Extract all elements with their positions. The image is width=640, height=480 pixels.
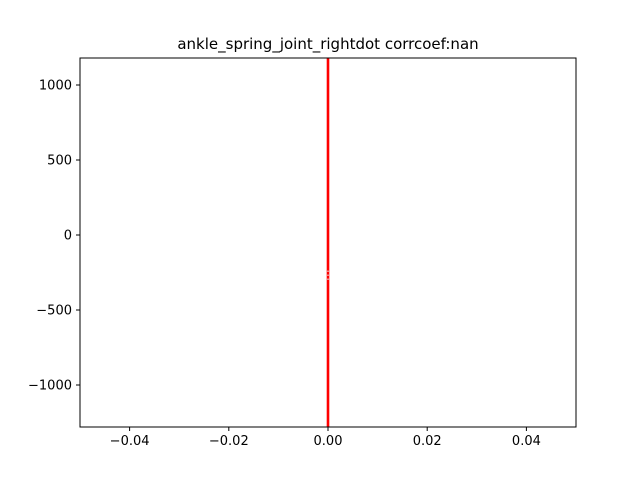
y-tick-label-2: 0 [64, 229, 72, 244]
chart-title: ankle_spring_joint_rightdot corrcoef:nan [177, 35, 478, 54]
y-tick-label-1: 500 [47, 154, 72, 169]
x-tick-label-2: 0.00 [314, 434, 343, 449]
x-tick-label-0: −0.04 [110, 434, 150, 449]
x-tick-label-3: 0.02 [413, 434, 442, 449]
y-tick-label-0: 1000 [39, 79, 72, 94]
x-tick-label-1: −0.02 [209, 434, 249, 449]
y-axis: 1000 500 0 −500 −1000 [28, 79, 80, 394]
y-tick-label-4: −1000 [28, 379, 72, 394]
x-axis: −0.04 −0.02 0.00 0.02 0.04 [110, 427, 541, 449]
x-tick-label-4: 0.04 [512, 434, 541, 449]
y-tick-label-3: −500 [36, 304, 72, 319]
